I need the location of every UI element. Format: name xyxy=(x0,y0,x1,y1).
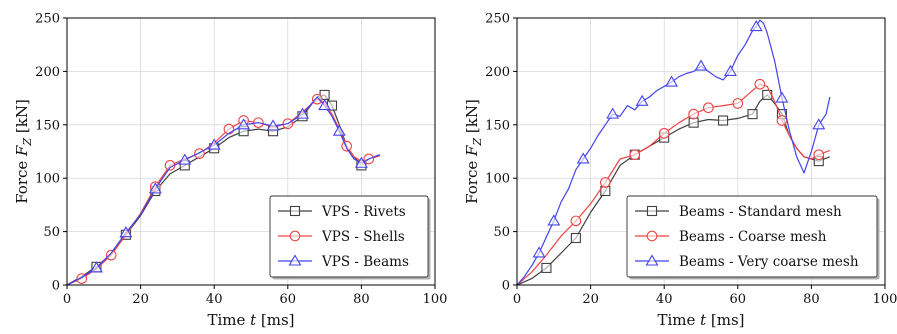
legend-label: Beams - Very coarse mesh xyxy=(679,254,859,270)
y-tick-label: 200 xyxy=(485,65,510,80)
data-point xyxy=(703,102,714,114)
data-point xyxy=(606,107,620,119)
y-tick-label: 50 xyxy=(493,225,510,240)
legend-marker xyxy=(289,230,301,242)
y-tick-label: 200 xyxy=(35,65,60,80)
legend: Beams - Standard mesh Beams - Coarse mesh… xyxy=(626,195,880,280)
x-tick-label: 60 xyxy=(280,292,297,307)
data-point xyxy=(207,138,221,150)
data-point xyxy=(532,246,546,258)
y-tick-label: 0 xyxy=(502,279,510,294)
x-tick-label: 40 xyxy=(206,292,223,307)
chart-panel-2: 0 20 40 60 80 100 0 50 100 150 200 250 Time t [ms] Fo… xyxy=(463,12,897,330)
y-tick-label: 150 xyxy=(35,118,60,133)
y-axis-label: Force FZ [kN] xyxy=(13,99,34,204)
y-tick-label: 100 xyxy=(35,172,60,187)
legend-marker xyxy=(646,205,658,217)
data-point xyxy=(694,59,708,71)
y-tick-label: 150 xyxy=(485,118,510,133)
data-point xyxy=(354,156,368,168)
data-point xyxy=(747,109,758,120)
legend-marker xyxy=(288,254,302,266)
data-point xyxy=(599,177,611,188)
x-tick-label: 0 xyxy=(63,292,71,307)
y-tick-label: 250 xyxy=(35,12,60,27)
axes-frame xyxy=(66,17,436,286)
x-tick-label: 100 xyxy=(873,292,897,307)
data-point xyxy=(776,115,788,126)
legend-marker xyxy=(645,254,659,266)
x-tick-label: 60 xyxy=(730,292,747,307)
x-tick-label: 80 xyxy=(803,292,820,307)
data-point xyxy=(688,108,699,120)
data-point xyxy=(178,153,192,165)
x-tick-label: 40 xyxy=(656,292,673,307)
plot-area xyxy=(517,19,831,285)
y-tick-label: 50 xyxy=(43,225,60,240)
data-point xyxy=(723,64,737,76)
x-tick-label: 0 xyxy=(513,292,521,307)
data-point xyxy=(341,140,353,152)
data-point xyxy=(718,115,729,126)
data-point xyxy=(635,94,649,106)
data-point xyxy=(570,232,581,244)
x-tick-label: 20 xyxy=(582,292,599,307)
data-point xyxy=(813,149,825,161)
data-point xyxy=(775,91,789,103)
data-point xyxy=(266,119,280,131)
data-point xyxy=(296,107,309,119)
data-point xyxy=(89,261,103,273)
data-point xyxy=(318,98,332,111)
data-point xyxy=(658,127,670,139)
legend-box xyxy=(626,195,878,278)
data-point xyxy=(541,262,552,273)
data-point xyxy=(688,117,699,128)
data-point xyxy=(749,19,763,32)
y-axis-label: Force FZ [kN] xyxy=(463,99,484,204)
x-tick-label: 80 xyxy=(353,292,370,307)
axes-frame xyxy=(516,17,886,286)
data-point xyxy=(665,75,679,87)
x-axis-label: Time t [ms] xyxy=(207,311,294,329)
x-tick-label: 20 xyxy=(132,292,149,307)
legend-label: Beams - Coarse mesh xyxy=(679,229,827,245)
data-point xyxy=(148,182,162,194)
data-point xyxy=(105,249,117,261)
data-point xyxy=(332,124,346,136)
data-point xyxy=(732,98,744,109)
data-point xyxy=(223,123,235,135)
series-line-3 xyxy=(67,96,381,285)
data-point xyxy=(629,149,641,161)
y-tick-label: 250 xyxy=(485,12,510,27)
legend-marker xyxy=(646,230,658,242)
legend-box xyxy=(269,195,429,278)
chart-panel-1: 0 20 40 60 80 100 0 50 100 150 200 250 Time t [ms] Fo… xyxy=(13,12,447,330)
data-point xyxy=(812,118,826,130)
y-tick-label: 0 xyxy=(52,279,60,294)
series-line-3 xyxy=(517,19,831,285)
data-point xyxy=(576,152,590,164)
legend-label: VPS - Rivets xyxy=(321,204,406,220)
plot-area xyxy=(67,89,381,285)
legend-label: VPS - Shells xyxy=(321,229,405,245)
x-axis-label: Time t [ms] xyxy=(657,311,744,329)
data-point xyxy=(570,215,582,227)
legend-label: Beams - Standard mesh xyxy=(679,204,842,220)
legend: VPS - Rivets VPS - Shells VPS - Beams xyxy=(269,195,431,280)
legend-marker xyxy=(289,205,301,217)
data-point xyxy=(754,78,766,90)
legend-label: VPS - Beams xyxy=(321,254,409,270)
data-point xyxy=(119,226,133,238)
data-point xyxy=(237,118,251,130)
x-tick-label: 100 xyxy=(423,292,448,307)
data-point xyxy=(311,93,323,105)
data-point xyxy=(547,214,561,226)
y-tick-label: 100 xyxy=(485,172,510,187)
